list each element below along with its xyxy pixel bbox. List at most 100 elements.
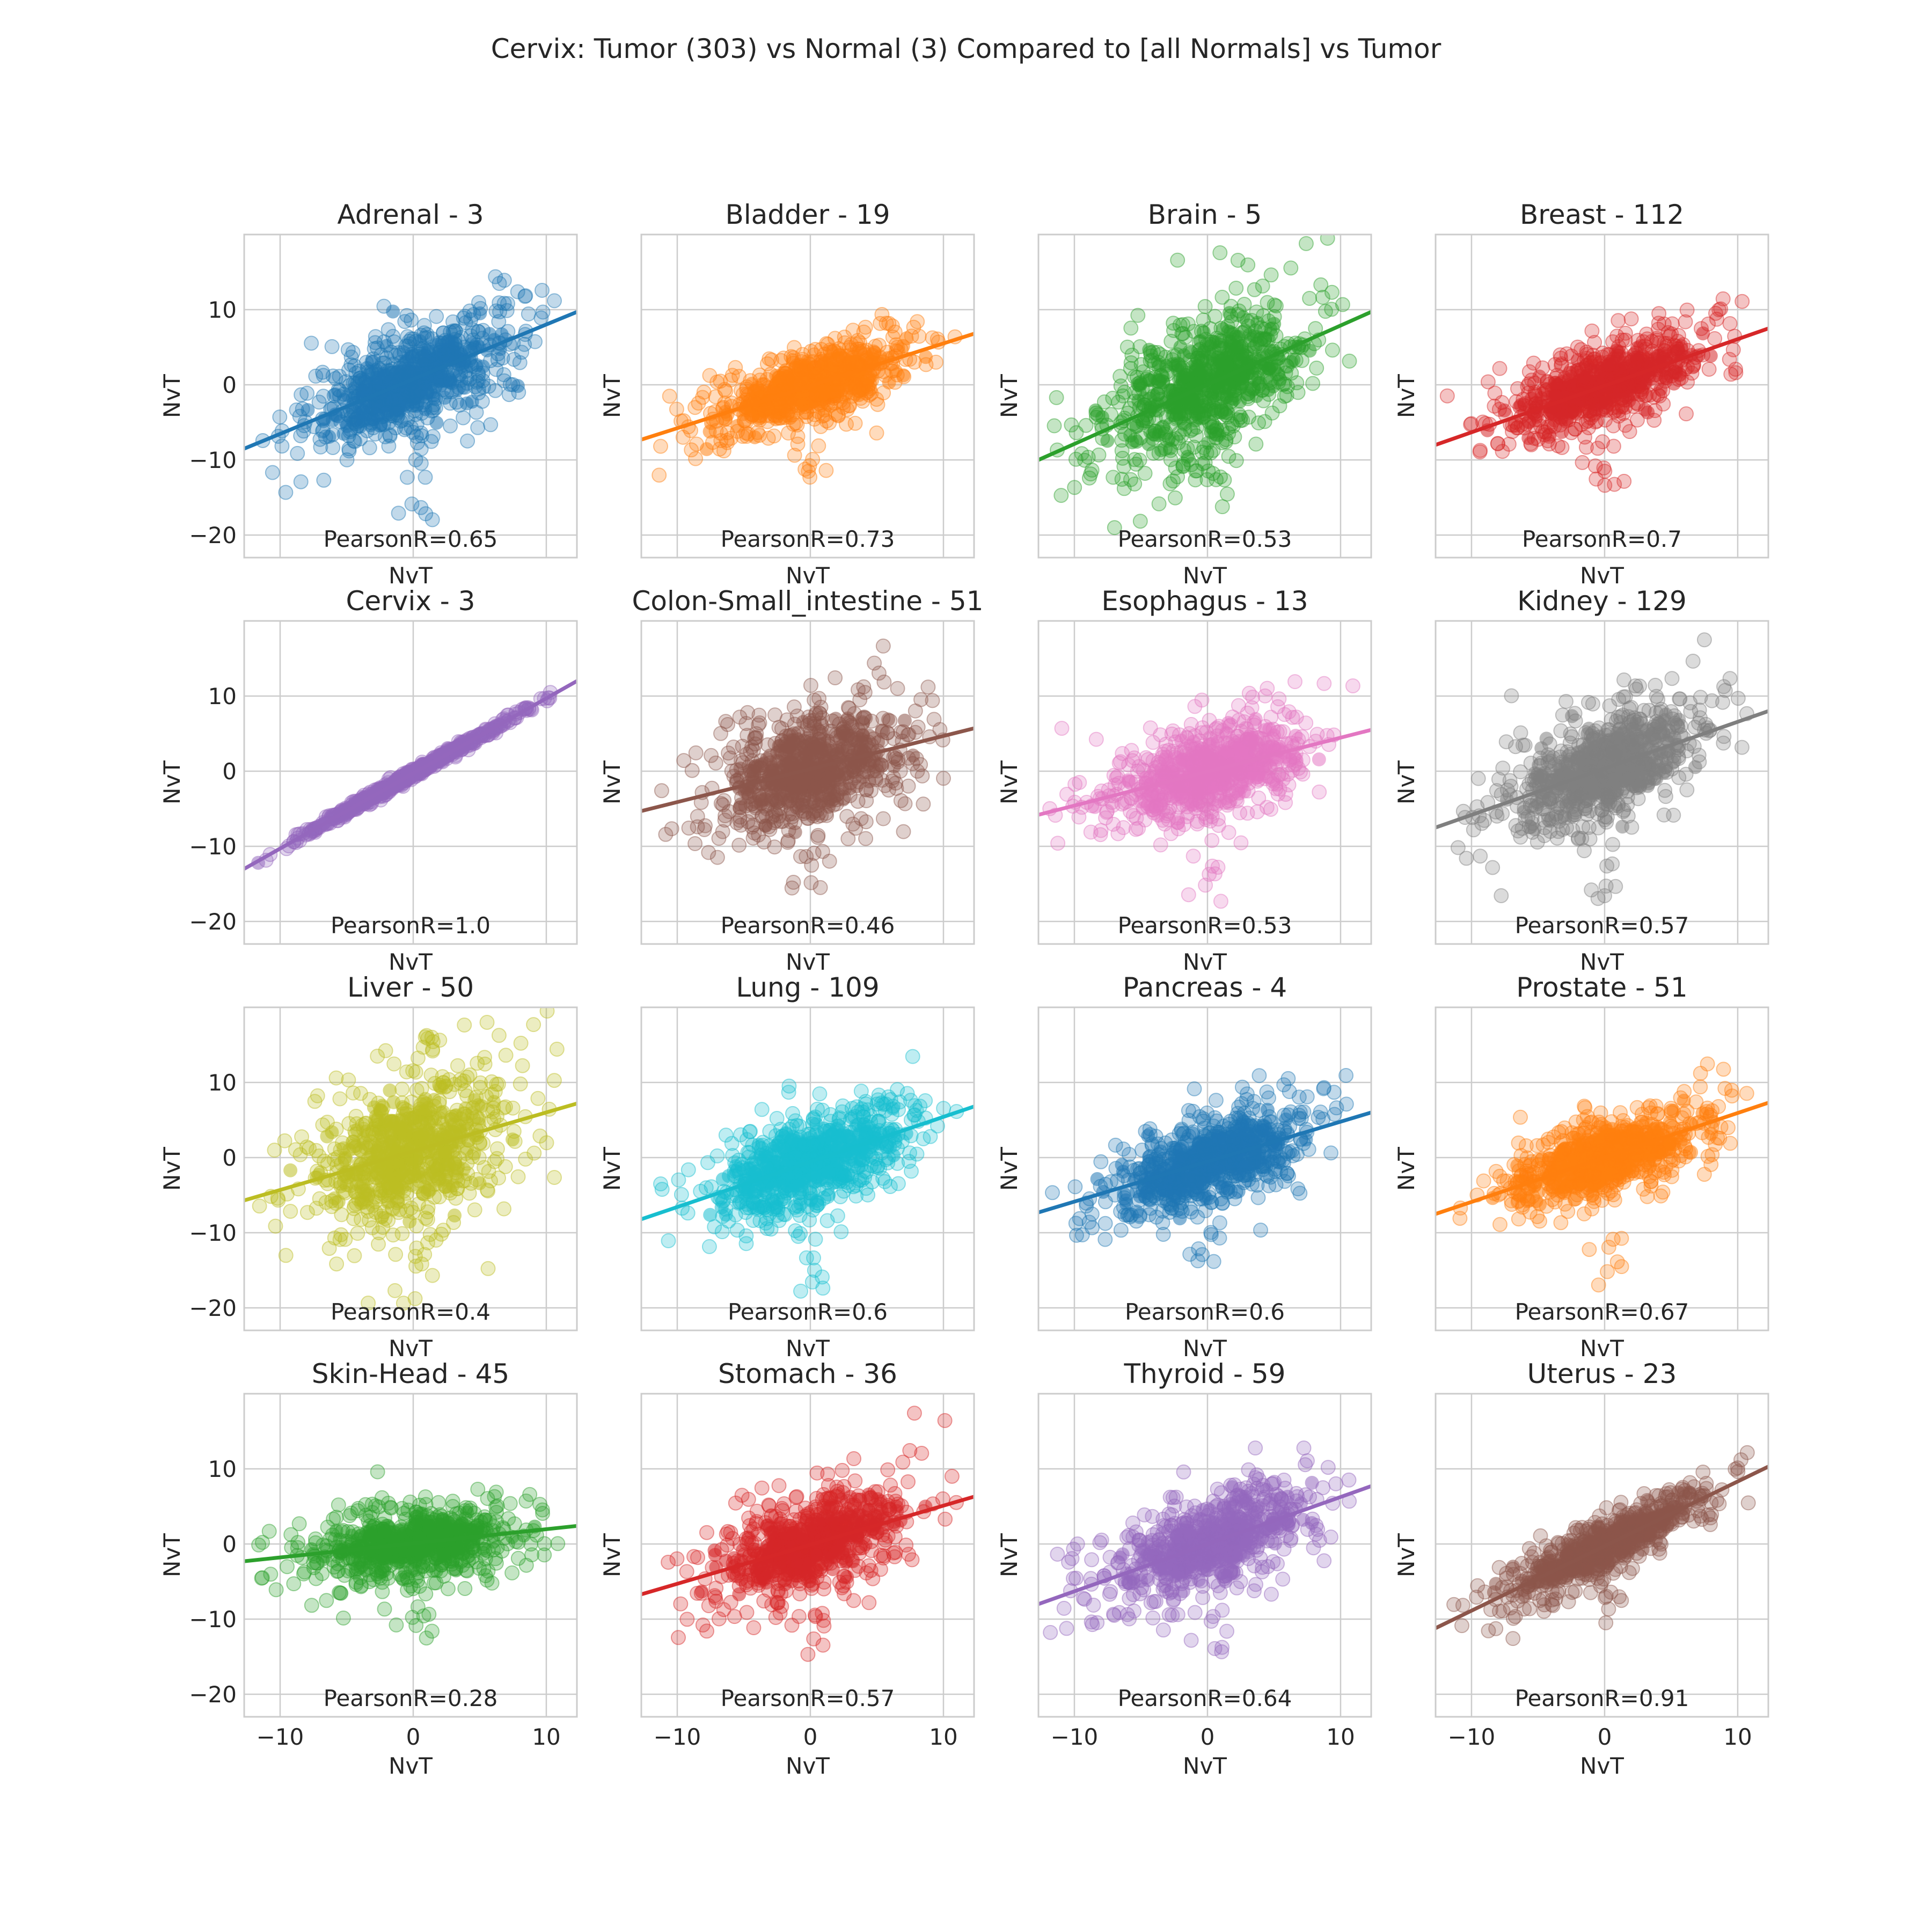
scatter-point bbox=[745, 785, 759, 799]
scatter-point bbox=[1551, 404, 1565, 418]
scatter-point bbox=[867, 764, 881, 779]
scatter-point bbox=[716, 793, 732, 808]
scatter-point bbox=[856, 679, 872, 694]
scatter-point bbox=[831, 408, 846, 423]
scatter-point bbox=[805, 452, 821, 467]
scatter-point bbox=[1708, 305, 1723, 321]
scatter-point bbox=[836, 724, 850, 738]
scatter-point bbox=[1247, 282, 1262, 297]
x-axis-label: NvT bbox=[389, 562, 433, 589]
scatter-point bbox=[828, 670, 843, 685]
scatter-point bbox=[821, 770, 836, 785]
y-tick-label: −10 bbox=[189, 447, 237, 473]
scatter-point bbox=[851, 682, 866, 698]
scatter-point bbox=[1649, 332, 1665, 348]
scatter-point bbox=[1324, 284, 1340, 300]
scatter-point bbox=[896, 339, 910, 353]
scatter-point bbox=[1113, 378, 1129, 394]
pearson-label: PearsonR=0.65 bbox=[324, 526, 498, 552]
scatter-point bbox=[690, 809, 705, 824]
scatter-point bbox=[1568, 421, 1583, 437]
scatter-point bbox=[730, 419, 744, 433]
scatter-point bbox=[726, 740, 741, 755]
scatter-point bbox=[735, 738, 750, 754]
scatter-point bbox=[1512, 400, 1527, 414]
scatter-point bbox=[1233, 413, 1248, 428]
scatter-point bbox=[332, 369, 347, 384]
scatter-point bbox=[1679, 406, 1694, 422]
scatter-point bbox=[1168, 460, 1183, 476]
scatter-point bbox=[1127, 452, 1143, 467]
y-axis-label: NvT bbox=[159, 760, 185, 804]
scatter-point bbox=[1554, 440, 1570, 455]
scatter-point bbox=[826, 783, 840, 797]
scatter-point bbox=[1123, 361, 1138, 376]
scatter-point bbox=[796, 715, 810, 729]
scatter-point bbox=[812, 706, 828, 721]
scatter-point bbox=[811, 438, 826, 453]
scatter-point bbox=[653, 438, 668, 454]
pearson-label: PearsonR=0.46 bbox=[721, 912, 895, 939]
scatter-point bbox=[790, 436, 806, 452]
scatter-point bbox=[850, 794, 866, 809]
scatter-point bbox=[822, 853, 837, 869]
scatter-point bbox=[751, 717, 766, 733]
scatter-point bbox=[1210, 860, 1226, 875]
regression-line bbox=[1436, 326, 1768, 447]
scatter-point bbox=[1130, 308, 1146, 323]
scatter-point bbox=[1263, 322, 1277, 336]
scatter-point bbox=[838, 767, 852, 782]
scatter-point bbox=[1214, 289, 1230, 305]
scatter-point bbox=[1609, 328, 1624, 344]
scatter-point bbox=[1115, 388, 1131, 404]
scatter-point bbox=[1184, 345, 1198, 360]
scatter-point bbox=[770, 745, 785, 760]
scatter-point bbox=[748, 736, 763, 752]
scatter-point bbox=[1277, 389, 1292, 404]
scatter-point bbox=[731, 369, 747, 384]
scatter-point bbox=[386, 304, 400, 319]
scatter-point bbox=[853, 346, 868, 360]
scatter-point bbox=[1198, 812, 1213, 828]
scatter-point bbox=[1509, 420, 1525, 436]
scatter-point bbox=[764, 352, 779, 368]
scatter-point bbox=[901, 727, 917, 742]
scatter-point bbox=[1180, 450, 1195, 464]
scatter-point bbox=[1490, 436, 1505, 451]
scatter-point bbox=[688, 745, 704, 760]
scatter-point bbox=[1606, 418, 1621, 434]
scatter-point bbox=[1166, 316, 1181, 331]
scatter-point bbox=[1105, 797, 1121, 813]
scatter-point bbox=[409, 416, 425, 431]
scatter-point bbox=[299, 385, 315, 401]
scatter-point bbox=[709, 850, 725, 865]
scatter-point bbox=[404, 496, 420, 512]
scatter-point bbox=[397, 422, 412, 437]
scatter-point bbox=[662, 389, 677, 404]
scatter-point bbox=[1287, 674, 1302, 690]
scatter-point bbox=[290, 445, 305, 461]
scatter-point bbox=[510, 284, 525, 299]
scatter-point bbox=[797, 462, 813, 477]
scatter-point bbox=[771, 720, 787, 735]
scatter-point bbox=[881, 782, 896, 798]
scatter-point bbox=[1255, 279, 1270, 294]
scatter-point bbox=[1639, 326, 1655, 342]
scatter-point bbox=[381, 438, 397, 454]
y-tick-label: 0 bbox=[222, 758, 237, 785]
scatter-point bbox=[813, 699, 829, 715]
scatter-point bbox=[1595, 345, 1611, 361]
scatter-point bbox=[418, 402, 433, 416]
scatter-point bbox=[936, 771, 951, 786]
scatter-point bbox=[859, 793, 874, 808]
scatter-point bbox=[867, 655, 882, 671]
scatter-point bbox=[1154, 443, 1168, 458]
scatter-point bbox=[1230, 412, 1246, 428]
scatter-point bbox=[701, 845, 716, 860]
scatter-point bbox=[873, 349, 887, 364]
scatter-point bbox=[713, 796, 729, 811]
scatter-point bbox=[1251, 791, 1267, 806]
scatter-point bbox=[425, 512, 440, 528]
scatter-point bbox=[413, 500, 429, 515]
scatter-point bbox=[301, 403, 315, 418]
